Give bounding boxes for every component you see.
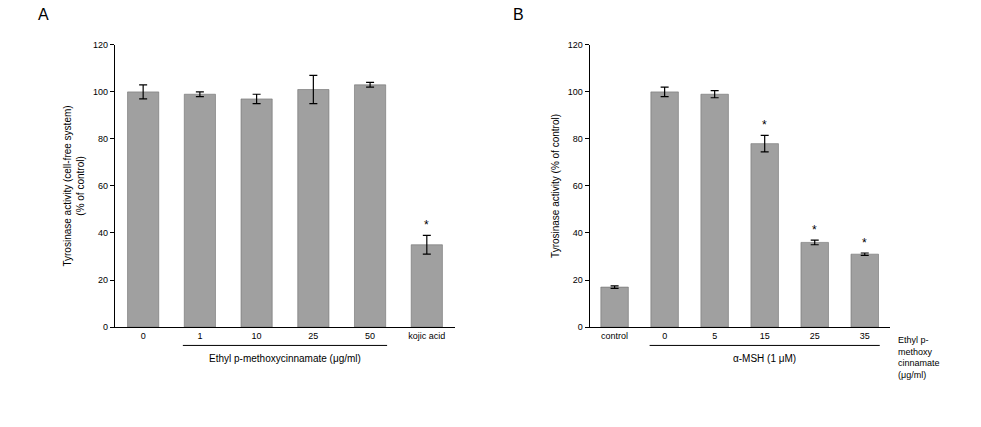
svg-text:25: 25	[308, 331, 318, 341]
svg-text:*: *	[424, 218, 429, 232]
svg-text:*: *	[862, 236, 867, 250]
svg-text:100: 100	[93, 87, 108, 97]
svg-text:80: 80	[98, 134, 108, 144]
svg-text:120: 120	[568, 40, 583, 50]
svg-text:Ethyl p-methoxycinnamate(μg/ml: Ethyl p-methoxycinnamate(μg/ml)	[898, 335, 940, 380]
svg-text:10: 10	[252, 331, 262, 341]
svg-text:40: 40	[98, 228, 108, 238]
svg-text:5: 5	[712, 331, 717, 341]
svg-text:0: 0	[103, 322, 108, 332]
svg-text:1: 1	[197, 331, 202, 341]
svg-text:α-MSH (1 μM): α-MSH (1 μM)	[733, 353, 796, 364]
svg-text:kojic acid: kojic acid	[408, 331, 445, 341]
svg-text:Ethyl p-methoxycinnamate (μg/m: Ethyl p-methoxycinnamate (μg/ml)	[209, 353, 361, 364]
svg-text:100: 100	[568, 87, 583, 97]
svg-text:120: 120	[93, 40, 108, 50]
svg-text:25: 25	[810, 331, 820, 341]
svg-text:80: 80	[573, 134, 583, 144]
svg-text:0: 0	[578, 322, 583, 332]
svg-text:60: 60	[98, 181, 108, 191]
svg-text:B: B	[513, 6, 524, 23]
svg-text:control: control	[601, 331, 628, 341]
svg-text:*: *	[812, 223, 817, 237]
svg-text:0: 0	[662, 331, 667, 341]
svg-text:*: *	[762, 118, 767, 132]
svg-text:35: 35	[860, 331, 870, 341]
svg-text:20: 20	[98, 275, 108, 285]
svg-text:Tyrosinase activity (cell-free: Tyrosinase activity (cell-free system)(%…	[62, 105, 86, 266]
svg-text:Tyrosinase activity (% of cont: Tyrosinase activity (% of control)	[550, 114, 561, 258]
svg-text:40: 40	[573, 228, 583, 238]
svg-text:A: A	[38, 6, 49, 23]
svg-text:15: 15	[760, 331, 770, 341]
svg-text:20: 20	[573, 275, 583, 285]
svg-text:0: 0	[141, 331, 146, 341]
svg-text:60: 60	[573, 181, 583, 191]
svg-text:50: 50	[365, 331, 375, 341]
